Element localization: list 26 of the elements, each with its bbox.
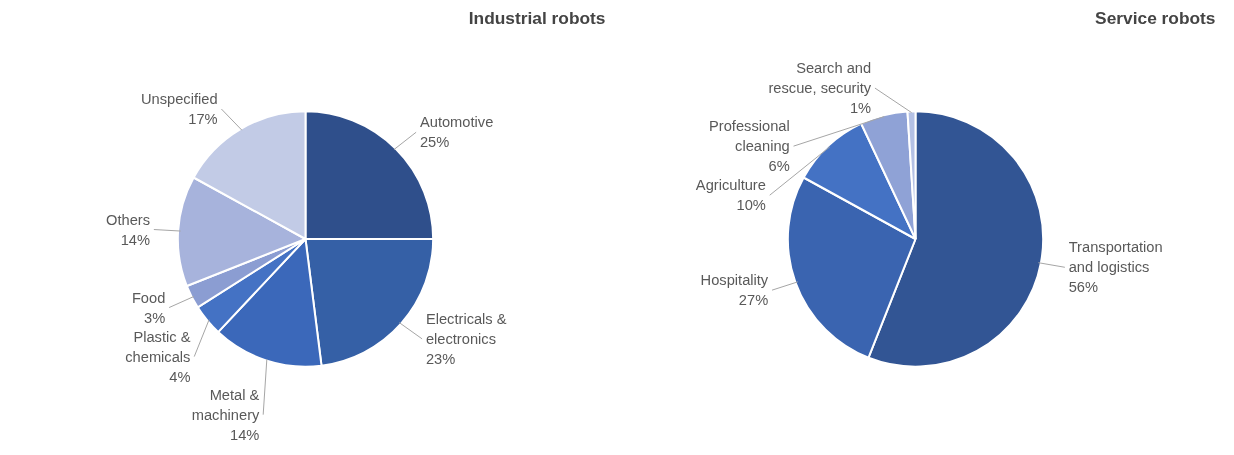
slice-label: Metal & machinery xyxy=(191,386,261,423)
slice-label: Search and rescue, security xyxy=(768,60,872,97)
slice-label: Plastic & chemicals xyxy=(125,328,191,365)
data-label: 17% xyxy=(188,111,218,128)
data-label: 6% xyxy=(768,158,790,175)
data-label: 25% xyxy=(419,134,450,151)
chart-title: Service robots xyxy=(1095,7,1216,28)
data-label: 1% xyxy=(849,100,872,117)
chart-title: Industrial robots xyxy=(468,7,606,28)
slice-label: Professional cleaning xyxy=(709,118,790,155)
data-label: 56% xyxy=(1068,279,1099,296)
data-label: 14% xyxy=(230,426,260,443)
data-label: 4% xyxy=(169,368,191,385)
data-label: 3% xyxy=(144,309,166,326)
slice-label: Hospitality xyxy=(700,272,769,289)
data-label: 27% xyxy=(738,292,769,309)
data-label: 10% xyxy=(736,197,766,214)
data-label: 23% xyxy=(425,350,456,367)
slice-label: Transportation and logistics xyxy=(1068,239,1163,276)
slice-label: Automotive xyxy=(419,114,494,131)
slice-label: Unspecified xyxy=(141,91,218,108)
slice-label: Food xyxy=(131,289,166,306)
slice-label: Agriculture xyxy=(695,177,766,194)
slice-label: Electricals & electronics xyxy=(425,310,507,347)
slice-label: Others xyxy=(106,211,151,228)
data-label: 14% xyxy=(120,231,151,248)
